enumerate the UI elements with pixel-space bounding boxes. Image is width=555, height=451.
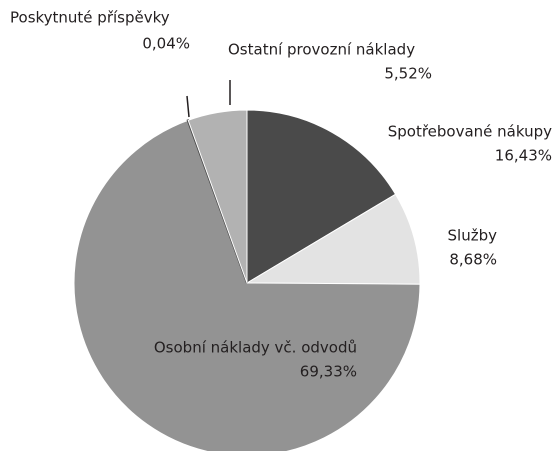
slice-label: Ostatní provozní náklady bbox=[228, 41, 415, 59]
slice-label: Spotřebované nákupy bbox=[388, 123, 552, 141]
slice-label: Poskytnuté příspěvky bbox=[10, 9, 170, 27]
slice-value-label: 8,68% bbox=[449, 251, 497, 269]
leader-line bbox=[186, 95, 190, 118]
slice-value-label: 69,33% bbox=[300, 363, 357, 381]
pie-slice bbox=[245, 193, 421, 285]
pie bbox=[73, 109, 421, 451]
slice-value-label: 0,04% bbox=[142, 35, 190, 53]
slice-label: Osobní náklady vč. odvodů bbox=[154, 339, 357, 357]
pie-slice bbox=[187, 109, 248, 284]
slice-label: Služby bbox=[448, 227, 498, 245]
pie-slice bbox=[73, 119, 421, 451]
slice-value-label: 5,52% bbox=[384, 65, 432, 83]
slice-value-label: 16,43% bbox=[495, 147, 552, 165]
pie-slice bbox=[246, 109, 397, 284]
